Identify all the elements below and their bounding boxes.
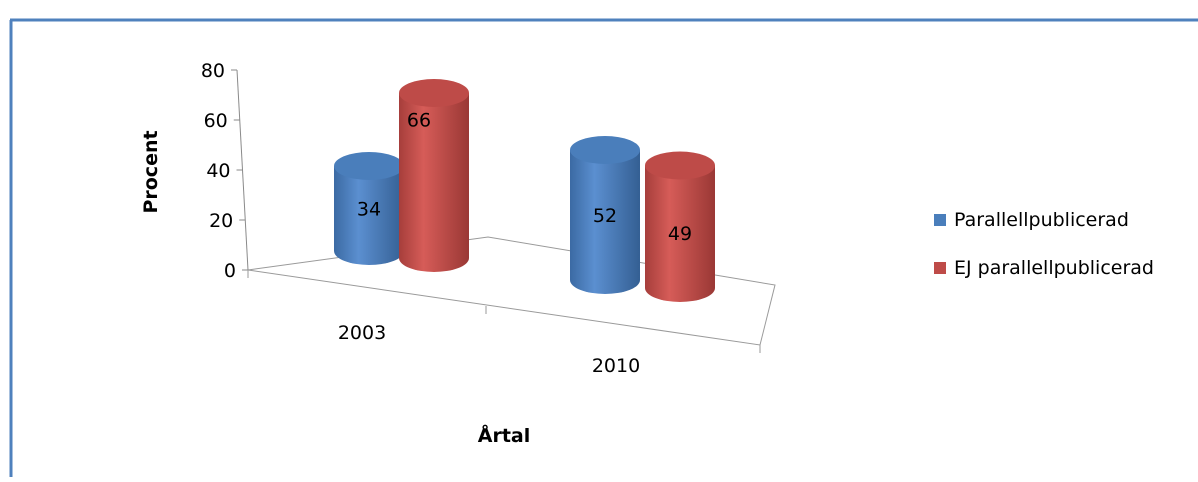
bar-body bbox=[334, 166, 404, 265]
data-label: 66 bbox=[407, 109, 431, 131]
bar: 49 bbox=[645, 151, 715, 302]
legend: Parallellpublicerad EJ parallellpublicera… bbox=[934, 209, 1154, 279]
bar-top bbox=[570, 136, 640, 164]
bar-top bbox=[645, 151, 715, 180]
bar-series: 34 66 52 49 bbox=[334, 79, 715, 302]
y-tick-label: 0 bbox=[224, 260, 236, 282]
bar-body bbox=[645, 165, 715, 302]
legend-swatch bbox=[934, 214, 946, 226]
x-axis-title: Årtal bbox=[478, 423, 531, 447]
bar: 52 bbox=[570, 136, 640, 294]
bar: 34 bbox=[334, 152, 404, 265]
x-axis: 2003 2010 bbox=[247, 270, 761, 377]
data-label: 49 bbox=[668, 223, 692, 245]
data-label: 34 bbox=[357, 199, 381, 221]
data-label: 52 bbox=[593, 205, 617, 227]
x-tick-label: 2010 bbox=[592, 355, 640, 377]
x-tick-label: 2003 bbox=[338, 322, 386, 344]
y-tick-label: 80 bbox=[201, 60, 225, 82]
bar-body bbox=[399, 93, 469, 272]
legend-swatch bbox=[934, 262, 946, 274]
y-tick-label: 20 bbox=[209, 210, 233, 232]
legend-label: Parallellpublicerad bbox=[954, 209, 1129, 231]
y-tick-label: 60 bbox=[204, 110, 228, 132]
bar-top bbox=[399, 79, 469, 107]
bar: 66 bbox=[399, 79, 469, 272]
y-tick-label: 40 bbox=[206, 160, 230, 182]
bar-top bbox=[334, 152, 404, 180]
y-axis-title: Procent bbox=[140, 130, 162, 213]
legend-label: EJ parallellpublicerad bbox=[954, 257, 1154, 279]
y-axis: 0 20 40 60 80 bbox=[201, 60, 248, 282]
bar-body bbox=[570, 150, 640, 294]
